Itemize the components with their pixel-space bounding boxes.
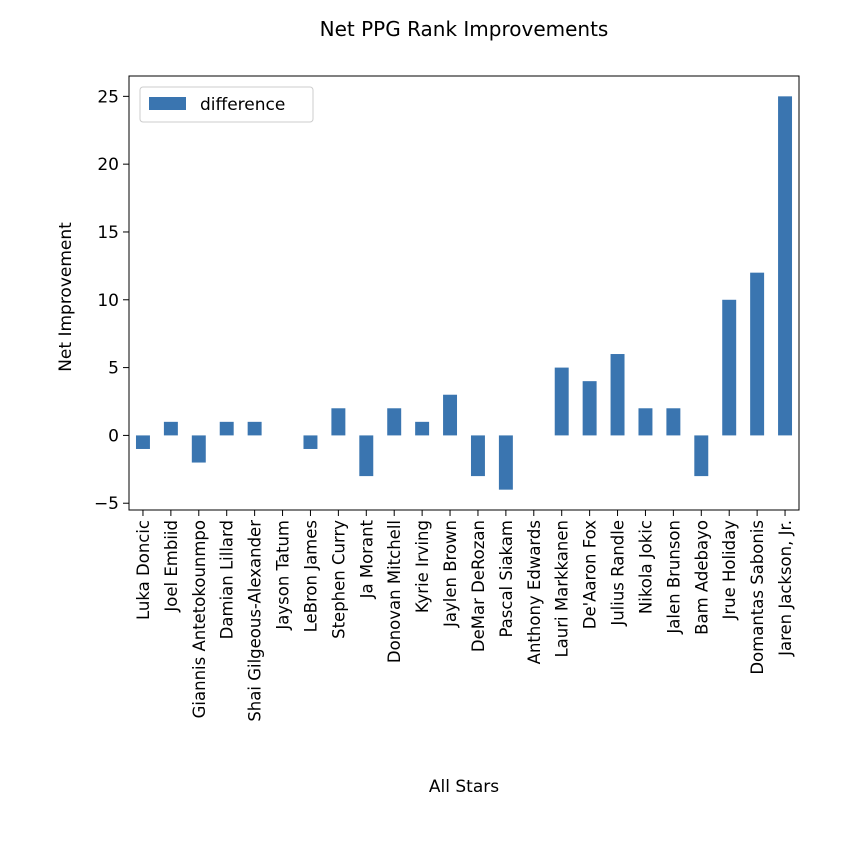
x-axis-label: All Stars [429, 777, 499, 797]
bar [191, 435, 206, 463]
bar [722, 299, 737, 436]
bar [359, 435, 374, 477]
x-tick-label: Julius Randle [609, 520, 628, 627]
bar [387, 408, 402, 436]
x-tick-label: Stephen Curry [329, 520, 348, 639]
x-tick-label: Luka Doncic [134, 520, 153, 620]
x-tick-label: Jaren Jackson, Jr. [776, 520, 795, 657]
bar [135, 435, 150, 449]
bar [638, 408, 653, 436]
x-tick-label: Pascal Siakam [497, 520, 516, 638]
legend-swatch [149, 97, 186, 110]
bar [750, 272, 765, 436]
y-tick-label: 25 [97, 87, 119, 107]
plot-area: −5 0 5 10 15 20 25 Luka Doncic Joel Embiid Gianni… [94, 75, 800, 722]
x-tick-label: Jalen Brunson [664, 520, 683, 635]
y-tick-label: 15 [97, 223, 119, 243]
legend-box [139, 86, 314, 123]
bar [331, 408, 346, 436]
y-tick-label: 0 [108, 426, 119, 446]
x-tick-label: LeBron James [301, 520, 320, 632]
y-axis-label: Net Improvement [56, 222, 76, 372]
bar [554, 367, 569, 436]
bar [219, 421, 234, 436]
x-tick-label: Donovan Mitchell [385, 520, 404, 663]
x-tick-label: Jrue Holiday [720, 520, 739, 621]
x-tick-label: Nikola Jokic [636, 520, 655, 614]
bar [443, 394, 458, 436]
x-tick-label: Joel Embiid [162, 520, 181, 613]
bar [498, 435, 513, 490]
bar [778, 96, 793, 436]
x-tick-label: Jayson Tatum [274, 520, 293, 631]
bar [666, 408, 681, 436]
x-tick-label: Giannis Antetokounmpo [190, 520, 209, 718]
y-tick-label: −5 [94, 494, 119, 514]
x-tick-label: Ja Morant [357, 519, 376, 599]
y-tick-label: 20 [97, 155, 119, 175]
x-tick-label: Shai Gilgeous-Alexander [246, 520, 265, 722]
x-tick-label: Anthony Edwards [525, 520, 544, 664]
y-tick-label: 5 [108, 359, 119, 379]
axes-frame [128, 75, 800, 511]
x-tick-label: De'Aaron Fox [581, 520, 600, 629]
chart-title: Net PPG Rank Improvements [320, 17, 609, 41]
bar [694, 435, 709, 477]
bar [415, 421, 430, 436]
x-tick-label: Jaylen Brown [441, 520, 460, 628]
x-tick-label: Lauri Markkanen [553, 520, 572, 658]
bar [303, 435, 318, 449]
bar [163, 421, 178, 436]
bar [582, 381, 597, 436]
x-tick-label: Domantas Sabonis [748, 520, 767, 675]
bar [610, 354, 625, 436]
bar [470, 435, 485, 477]
x-tick-label: Kyrie Irving [413, 520, 432, 613]
x-tick-label: DeMar DeRozan [469, 520, 488, 652]
x-tick-label: Bam Adebayo [692, 520, 711, 635]
legend-label: difference [200, 95, 285, 115]
bar [247, 421, 262, 436]
x-tick-label: Damian Lillard [218, 520, 237, 639]
y-tick-label: 10 [97, 291, 119, 311]
